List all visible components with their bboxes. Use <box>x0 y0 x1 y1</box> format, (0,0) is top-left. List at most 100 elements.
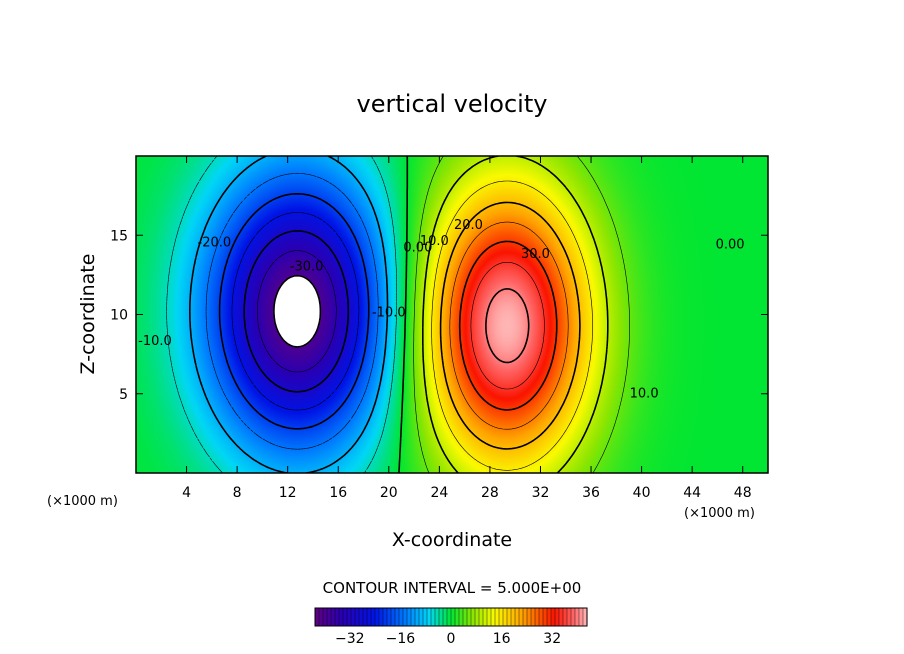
contour-line <box>166 156 397 473</box>
colorbar-segment <box>439 608 444 626</box>
colorbar-segment <box>539 608 544 626</box>
colorbar <box>314 607 588 627</box>
velocity-heatmap <box>136 156 768 473</box>
colorbar-segment <box>571 608 576 626</box>
colorbar-segment <box>455 608 460 626</box>
x-tick-label: 24 <box>430 485 448 501</box>
colorbar-tick-label: 32 <box>543 631 561 647</box>
x-unit-right: (×1000 m) <box>684 506 755 521</box>
colorbar-segment <box>487 608 492 626</box>
colorbar-segment <box>515 608 520 626</box>
colorbar-segment <box>419 608 424 626</box>
colorbar-frame <box>314 607 588 627</box>
colorbar-segment <box>395 608 400 626</box>
colorbar-segment <box>407 608 412 626</box>
colorbar-segment <box>491 608 496 626</box>
colorbar-segment <box>399 608 404 626</box>
colorbar-segment <box>451 608 456 626</box>
colorbar-segment <box>567 608 572 626</box>
y-tick-label: 5 <box>119 387 128 403</box>
colorbar-segment <box>511 608 516 626</box>
contour-line <box>398 156 409 473</box>
colorbar-segment <box>543 608 548 626</box>
colorbar-segment <box>415 608 420 626</box>
x-tick-label: 20 <box>380 485 398 501</box>
contour-label: 0.00 <box>716 237 745 252</box>
colorbar-segment <box>315 608 320 626</box>
contour-line <box>458 240 558 411</box>
colorbar-segment <box>367 608 372 626</box>
colorbar-segment <box>403 608 408 626</box>
colorbar-tick-label: 16 <box>493 631 511 647</box>
contour-label: 20.0 <box>454 218 483 233</box>
x-tick-label: 4 <box>182 485 191 501</box>
colorbar-segment <box>531 608 536 626</box>
contour-labels: -20.0-30.0-10.0-10.00.0010.020.030.010.0… <box>138 218 744 401</box>
colorbar-segment <box>383 608 388 626</box>
colorbar-segment <box>559 608 564 626</box>
colorbar-segment <box>563 608 568 626</box>
chart-title: vertical velocity <box>357 90 548 118</box>
colorbar-segment <box>331 608 336 626</box>
colorbar-segment <box>463 608 468 626</box>
contour-line <box>257 250 337 373</box>
colorbar-segment <box>335 608 340 626</box>
x-unit-left: (×1000 m) <box>47 494 118 509</box>
colorbar-segment <box>499 608 504 626</box>
colorbar-segment <box>375 608 380 626</box>
colorbar-segment <box>435 608 440 626</box>
contour-line <box>439 201 581 450</box>
contour-label: 30.0 <box>521 247 550 262</box>
contour-line <box>431 180 593 471</box>
colorbar-segment <box>507 608 512 626</box>
colorbar-segment <box>503 608 508 626</box>
colorbar-segment <box>343 608 348 626</box>
colorbar-tick-label: −16 <box>386 631 416 647</box>
colorbar-segment <box>583 608 588 626</box>
colorbar-segment <box>411 608 416 626</box>
x-tick-label: 8 <box>233 485 242 501</box>
colorbar-tick-label: −32 <box>335 631 365 647</box>
contour-label: 10.0 <box>420 234 449 249</box>
colorbar-segment <box>431 608 436 626</box>
contour-line <box>422 156 609 473</box>
contour-line <box>413 156 630 473</box>
colorbar-segment <box>355 608 360 626</box>
colorbar-segment <box>379 608 384 626</box>
colorbar-segment <box>323 608 328 626</box>
colorbar-segment <box>471 608 476 626</box>
colorbar-segment <box>523 608 528 626</box>
contour-line <box>189 156 389 473</box>
colorbar-tick-labels: −32 −16 0 16 32 <box>335 631 561 647</box>
contour-label: -30.0 <box>290 259 324 274</box>
colorbar-segment <box>423 608 428 626</box>
colorbar-segment <box>547 608 552 626</box>
colorbar-segment <box>551 608 556 626</box>
colorbar-segment <box>535 608 540 626</box>
contour-label: -10.0 <box>138 334 172 349</box>
colorbar-segment <box>519 608 524 626</box>
colorbar-segment <box>339 608 344 626</box>
contour-line <box>218 193 370 430</box>
colorbar-segment <box>391 608 396 626</box>
x-tick-label: 44 <box>683 485 701 501</box>
x-tick-label: 16 <box>329 485 347 501</box>
contour-label: -10.0 <box>372 305 406 320</box>
x-tick-label: 48 <box>734 485 752 501</box>
contour-line <box>273 274 322 348</box>
contour-line <box>485 288 530 364</box>
colorbar-segment <box>427 608 432 626</box>
x-tick-label: 12 <box>279 485 297 501</box>
colorbar-segment <box>319 608 324 626</box>
colorbar-segment <box>475 608 480 626</box>
y-tick-labels: 5 10 15 <box>110 228 128 403</box>
contour-lines <box>166 156 630 473</box>
x-tick-labels: 4 8 12 16 20 24 28 32 36 40 44 48 <box>182 485 752 501</box>
contour-interval-text: CONTOUR INTERVAL = 5.000E+00 <box>323 579 582 597</box>
x-tick-label: 36 <box>582 485 600 501</box>
colorbar-segment <box>347 608 352 626</box>
colorbar-tick-label: 0 <box>447 631 456 647</box>
x-axis-label: X-coordinate <box>392 529 512 551</box>
contour-line <box>470 262 545 390</box>
colorbar-segment <box>443 608 448 626</box>
